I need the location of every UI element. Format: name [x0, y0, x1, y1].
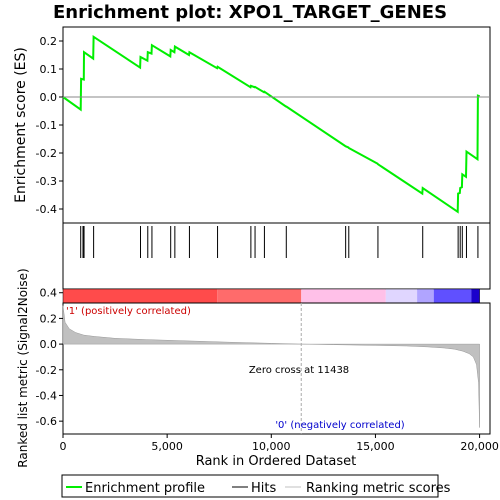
metric-y-tick-label: 0.4 [40, 287, 58, 300]
es-y-tick-label: 0.2 [40, 35, 58, 48]
es-ylabel: Enrichment score (ES) [13, 47, 29, 203]
legend-hits-label: Hits [251, 481, 276, 496]
legend-box [61, 474, 439, 498]
metric-y-tick-label: 0.2 [40, 312, 58, 325]
x-tick-label: 10,000 [252, 440, 291, 453]
es-y-tick-label: -0.3 [36, 175, 57, 188]
metric-bar-segment [417, 289, 434, 303]
hits-panel [62, 222, 491, 290]
metric-ylabel: Ranked list metric (Signal2Noise) [16, 268, 30, 467]
positive-label: '1' (positively correlated) [66, 306, 191, 317]
x-tick-label: 15,000 [356, 440, 395, 453]
metric-y-tick-label: -0.6 [36, 415, 57, 428]
es-y-tick-label: -0.2 [36, 147, 57, 160]
metric-bar-segment [433, 289, 472, 303]
es-y-tick-label: -0.4 [36, 203, 57, 216]
x-axis: 0 5,000 10,000 15,000 20,000 [60, 434, 499, 453]
legend-enrichment-label: Enrichment profile [85, 481, 205, 496]
metric-color-bar [62, 288, 480, 304]
metric-panel [62, 302, 491, 435]
metric-bar-segment [301, 289, 386, 303]
metric-bar-segment [217, 289, 302, 303]
chart-title: Enrichment plot: XPO1_TARGET_GENES [53, 2, 447, 23]
metric-bar-segment [385, 289, 418, 303]
es-y-tick-label: 0.1 [40, 63, 58, 76]
metric-y-tick-label: -0.2 [36, 364, 57, 377]
x-axis-label: Rank in Ordered Dataset [196, 454, 357, 469]
enrichment-panel [62, 26, 491, 224]
metric-y-tick-label: -0.4 [36, 389, 57, 402]
x-tick-label: 0 [60, 440, 67, 453]
metric-y-axis: 0.4 0.2 0.0 -0.2 -0.4 -0.6 [36, 287, 63, 428]
legend-metric-label: Ranking metric scores [306, 481, 451, 496]
hit-marks [80, 226, 479, 258]
ranking-metric-area [62, 305, 480, 428]
x-tick-label: 5,000 [151, 440, 183, 453]
metric-bar-segment [471, 289, 480, 303]
es-y-tick-label: 0.0 [40, 91, 58, 104]
es-y-tick-label: -0.1 [36, 119, 57, 132]
metric-y-tick-label: 0.0 [40, 338, 58, 351]
x-tick-label: 20,000 [460, 440, 499, 453]
negative-label: '0' (negatively correlated) [275, 420, 404, 431]
zero-cross-label: Zero cross at 11438 [249, 365, 349, 376]
es-y-axis: 0.2 0.1 0.0 -0.1 -0.2 -0.3 -0.4 [36, 35, 63, 216]
metric-bar-segment [63, 289, 218, 303]
enrichment-profile-line [62, 34, 480, 214]
